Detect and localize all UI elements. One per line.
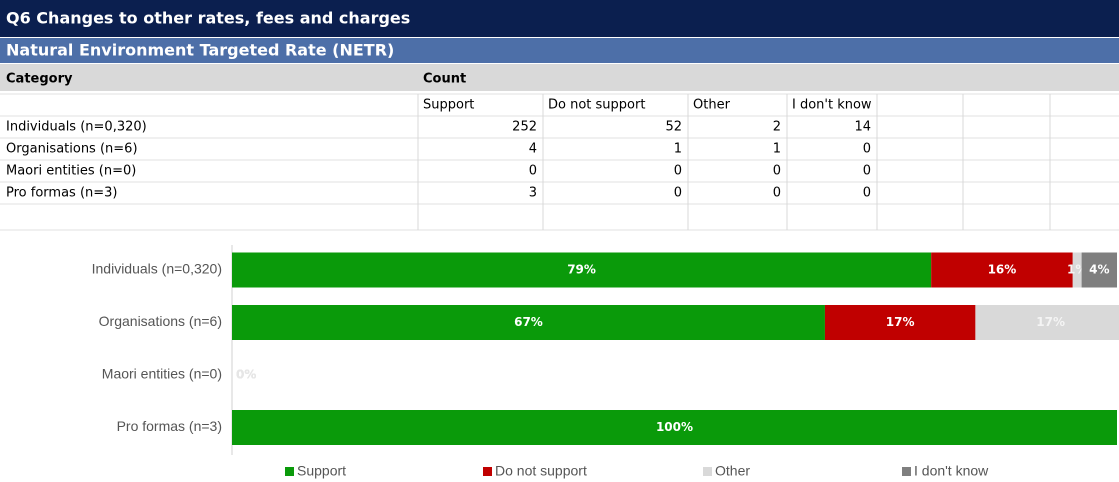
value-label: 17%: [1036, 315, 1065, 329]
legend-swatch: [285, 467, 294, 476]
column-header: Support: [423, 98, 474, 113]
subtitle: Natural Environment Targeted Rate (NETR): [6, 41, 394, 60]
row-label: Organisations (n=6): [6, 142, 138, 157]
bar-segment: [232, 305, 825, 340]
value-label: 4%: [1089, 263, 1109, 277]
column-header: I don't know: [792, 98, 872, 113]
cell: 1: [674, 142, 682, 157]
bar-segment: [975, 305, 1119, 340]
subtitle-band: [0, 38, 1119, 63]
cell: 0: [773, 186, 781, 201]
value-label: 16%: [988, 263, 1017, 277]
bar-segment: [931, 252, 1073, 288]
legend-label: Do not support: [495, 463, 587, 479]
legend-label: Support: [297, 463, 346, 479]
cell: 252: [512, 120, 537, 135]
category-label: Pro formas (n=3): [117, 418, 222, 434]
column-header: Other: [693, 98, 731, 113]
cell: 0: [674, 164, 682, 179]
cell: 0: [674, 186, 682, 201]
bar-segment: [824, 305, 976, 340]
value-label: 0%: [236, 368, 256, 382]
category-header: Category: [6, 72, 73, 87]
legend-swatch: [703, 467, 712, 476]
title: Q6 Changes to other rates, fees and char…: [6, 9, 410, 28]
cell: 0: [863, 186, 871, 201]
header-band: [0, 64, 1119, 91]
row-label: Maori entities (n=0): [6, 164, 136, 179]
cell: 0: [863, 142, 871, 157]
cell: 4: [529, 142, 537, 157]
value-label: 17%: [886, 315, 915, 329]
cell: 2: [773, 120, 781, 135]
cell: 3: [529, 186, 537, 201]
bar-segment: [232, 410, 1117, 445]
row-label: Individuals (n=0,320): [6, 120, 147, 135]
category-label: Maori entities (n=0): [102, 366, 222, 382]
cell: 1: [773, 142, 781, 157]
bar-segment: [1072, 252, 1082, 288]
count-header: Count: [423, 72, 466, 87]
value-label: 100%: [656, 420, 693, 434]
cell: 0: [529, 164, 537, 179]
column-header: Do not support: [548, 98, 645, 113]
legend-label: Other: [715, 463, 750, 479]
legend-swatch: [902, 467, 911, 476]
legend-swatch: [483, 467, 492, 476]
value-label: 0%: [236, 368, 256, 382]
value-label: 79%: [567, 263, 596, 277]
cell: 0: [773, 164, 781, 179]
cell: 0: [863, 164, 871, 179]
bar-segment: [232, 252, 932, 288]
category-label: Individuals (n=0,320): [92, 261, 222, 277]
value-label: 0%: [236, 368, 256, 382]
value-label: 0%: [236, 368, 256, 382]
value-label: 67%: [514, 315, 543, 329]
category-label: Organisations (n=6): [99, 313, 222, 329]
cell: 52: [665, 120, 682, 135]
title-band: [0, 0, 1119, 37]
cell: 14: [854, 120, 871, 135]
legend-label: I don't know: [914, 463, 989, 479]
row-label: Pro formas (n=3): [6, 186, 117, 201]
bar-segment: [1081, 252, 1117, 288]
